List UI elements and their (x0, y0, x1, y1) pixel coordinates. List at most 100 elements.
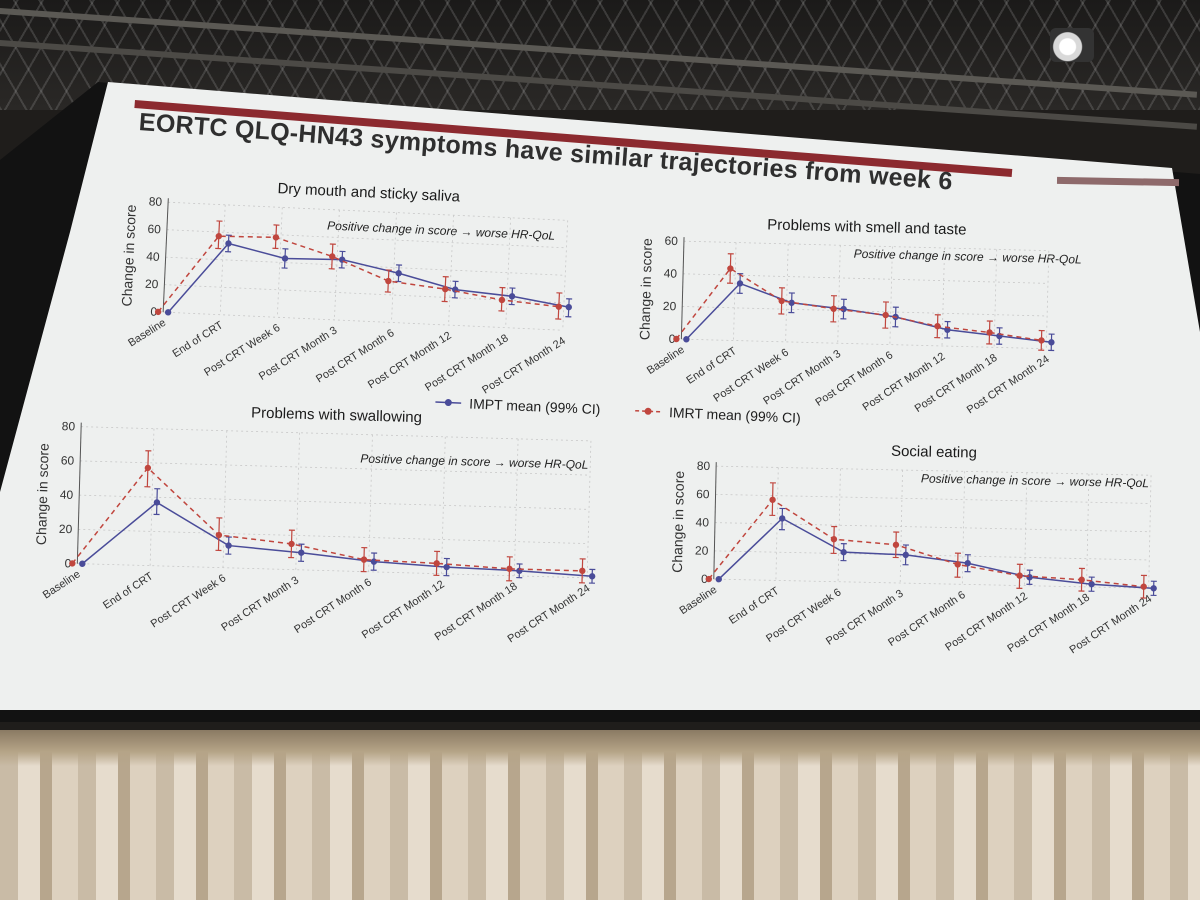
y-tick-label: 80 (148, 194, 162, 209)
data-point (1140, 583, 1147, 590)
data-point (1078, 576, 1085, 583)
data-point (840, 305, 847, 313)
gridline-h (681, 338, 1047, 350)
series-line-impt (81, 501, 593, 578)
data-point (1038, 337, 1045, 344)
y-axis (76, 422, 82, 564)
gridline-v (785, 243, 789, 342)
series-line-impt (167, 242, 569, 313)
chart-note: Positive change in score → worse HR-QoL (360, 451, 588, 471)
data-point (683, 336, 690, 343)
y-tick-label: 40 (60, 488, 74, 502)
gridline-v (837, 468, 841, 582)
y-axis-label: Change in score (669, 471, 687, 573)
gridline-h (683, 240, 1049, 252)
gridline-v (941, 247, 945, 346)
y-tick-label: 0 (701, 572, 708, 586)
y-tick-label: 20 (59, 522, 73, 536)
x-tick-label: Baseline (126, 317, 168, 350)
x-tick-label: End of CRT (170, 319, 225, 360)
data-point (443, 563, 450, 571)
y-tick-label: 80 (697, 459, 711, 473)
data-point (288, 540, 295, 548)
data-point (934, 323, 941, 330)
chart-title: Problems with smell and taste (767, 216, 967, 238)
data-point (588, 573, 596, 580)
chart-svg: Dry mouth and sticky saliva Positive chan… (118, 180, 573, 397)
data-point (954, 561, 961, 568)
data-point (441, 285, 449, 293)
y-tick-label: 80 (62, 419, 76, 433)
gridline-v (1045, 250, 1050, 349)
data-point (498, 296, 506, 304)
series-line-imrt (71, 466, 583, 572)
chart-legend: IMPT mean (99% CI) IMRT mean (99% CI) (434, 386, 815, 443)
gridline-h (168, 201, 568, 221)
y-tick-label: 60 (61, 453, 75, 467)
data-point (153, 499, 161, 506)
gridline-v (733, 242, 737, 341)
data-point (830, 536, 838, 543)
x-tick-label: End of CRT (727, 585, 781, 627)
y-tick-label: 60 (696, 487, 710, 501)
gridline-h (715, 493, 1151, 504)
gridline-v (993, 249, 998, 348)
y-axis-label: Change in score (33, 443, 52, 546)
gridline-h (166, 229, 567, 249)
x-tick-label: Post CRT Month 3 (219, 574, 301, 634)
data-point (779, 515, 786, 522)
gridline-v (961, 471, 966, 585)
data-point (225, 240, 232, 247)
chart-note: Positive change in score → worse HR-QoL (327, 218, 555, 242)
chart-title: Dry mouth and sticky saliva (277, 180, 461, 205)
gridline-h (714, 522, 1150, 533)
x-tick-label: Post CRT Month 6 (292, 576, 374, 636)
data-point (1150, 585, 1157, 592)
data-point (281, 255, 289, 262)
gridline-h (682, 306, 1048, 317)
data-point (715, 576, 722, 583)
data-point (154, 308, 162, 316)
chart-title: Problems with swallowing (251, 404, 422, 426)
data-point (1048, 339, 1055, 346)
data-point (225, 542, 232, 549)
y-tick-label: 0 (64, 556, 71, 570)
chart-svg: Problems with swallowing Positive change … (33, 404, 596, 645)
data-point (902, 551, 909, 559)
data-point (144, 464, 152, 472)
data-point (329, 253, 336, 260)
chart-svg: Social eating Positive change in score → … (669, 443, 1157, 656)
series-line-imrt (675, 267, 1042, 342)
gridline-v (562, 220, 569, 331)
data-point (1026, 574, 1033, 581)
x-tick-label: Baseline (41, 568, 83, 601)
legend-item-imrt: IMRT mean (99% CI) (635, 403, 801, 426)
data-point (370, 558, 378, 565)
gridline-h (683, 273, 1048, 284)
gridline-v (837, 245, 841, 344)
data-point (840, 548, 847, 556)
legend-imrt-swatch-icon (635, 407, 662, 415)
chart-note: Positive change in score → worse HR-QoL (853, 247, 1081, 267)
data-point (555, 303, 562, 310)
gridline-v (1086, 473, 1090, 587)
legend-imrt-label: IMRT mean (99% CI) (668, 404, 802, 426)
data-point (778, 297, 785, 305)
data-point (385, 277, 392, 285)
gridline-v (505, 217, 512, 328)
spotlight-icon (1050, 28, 1094, 62)
gridline-h (81, 426, 591, 442)
data-point (395, 270, 402, 277)
y-tick-label: 40 (146, 249, 160, 264)
data-point (892, 541, 900, 548)
gridline-h (163, 311, 563, 331)
legend-impt-label: IMPT mean (99% CI) (468, 395, 601, 418)
data-point (882, 311, 889, 319)
y-axis (162, 198, 169, 313)
x-tick-label: End of CRT (684, 345, 739, 387)
x-tick-label: End of CRT (101, 570, 156, 612)
data-point (986, 329, 993, 336)
data-point (215, 232, 222, 240)
gridline-v (889, 246, 893, 345)
slide (0, 82, 1200, 710)
